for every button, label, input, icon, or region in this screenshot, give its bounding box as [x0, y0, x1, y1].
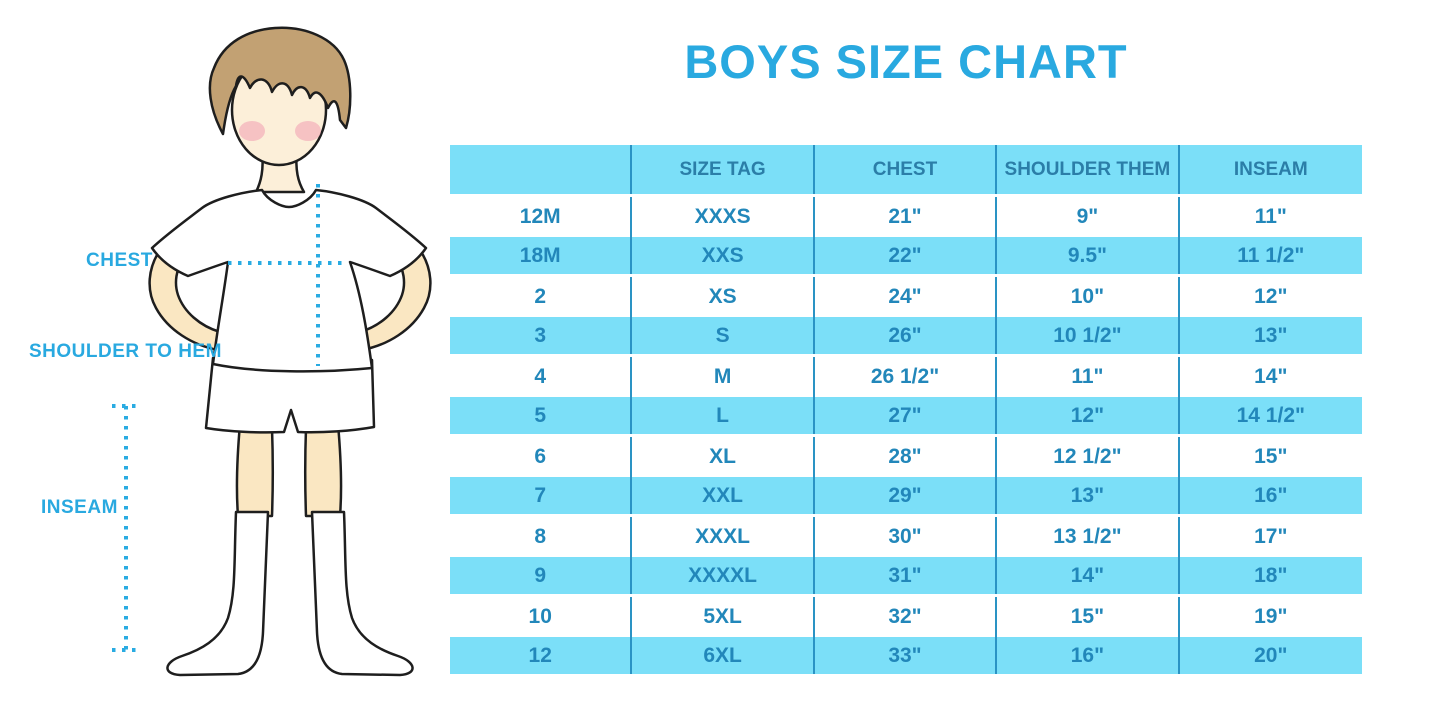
table-cell: 9 — [450, 557, 633, 594]
table-cell: 10" — [997, 277, 1180, 317]
table-cell: 16" — [997, 637, 1180, 674]
t-shirt — [150, 188, 428, 373]
table-row: 12 6XL 33" 16" 20" — [450, 637, 1362, 677]
table-cell: 12 1/2" — [997, 437, 1180, 477]
table-header-cell: SHOULDER THEM — [997, 145, 1180, 194]
table-cell: 20" — [1254, 643, 1288, 667]
inseam-label: INSEAM — [41, 497, 118, 518]
table-header-cell — [450, 145, 633, 194]
table-cell: 31" — [815, 557, 998, 594]
table-cell: 26" — [815, 317, 998, 354]
table-cell: 3 — [450, 317, 633, 354]
page-title: BOYS SIZE CHART — [684, 35, 1128, 88]
table-cell: 13" — [997, 477, 1180, 514]
table-cell: 27" — [815, 397, 998, 434]
table-cell: 12" — [997, 397, 1180, 434]
table-cell: 8 — [450, 517, 633, 557]
table-row: 2 XS 24" 10" 12" — [450, 277, 1362, 317]
table-cell: 33" — [815, 637, 998, 674]
table-cell: 5 — [450, 397, 633, 434]
table-header-cell: INSEAM — [1233, 158, 1308, 180]
table-cell: 28" — [815, 437, 998, 477]
table-cell: M — [632, 357, 815, 397]
table-row: 12M XXXS 21" 9" 11" — [450, 197, 1362, 237]
table-row: 6 XL 28" 12 1/2" 15" — [450, 437, 1362, 477]
table-cell: 30" — [815, 517, 998, 557]
table-cell: 2 — [450, 277, 633, 317]
table-cell: L — [632, 397, 815, 434]
table-row: 9 XXXXL 31" 14" 18" — [450, 557, 1362, 597]
table-cell: XXXL — [632, 517, 815, 557]
table-cell: 10 1/2" — [997, 317, 1180, 354]
table-cell: XXL — [632, 477, 815, 514]
table-cell: 15" — [997, 597, 1180, 637]
table-cell: 4 — [450, 357, 633, 397]
table-cell: 11" — [997, 357, 1180, 397]
right-sock — [310, 510, 414, 677]
table-cell: 14 1/2" — [1236, 403, 1305, 427]
table-cell: 9" — [997, 197, 1180, 237]
table-cell: XXXS — [632, 197, 815, 237]
table-row: 5 L 27" 12" 14 1/2" — [450, 397, 1362, 437]
shoulder-to-hem-label: SHOULDER TO HEM — [29, 341, 222, 362]
left-knee — [235, 422, 274, 518]
right-blush — [295, 121, 321, 141]
hair — [208, 26, 352, 136]
size-table: SIZE TAG CHEST SHOULDER THEM INSEAM 12M XXXS 2… — [450, 145, 1362, 677]
table-cell: 7 — [450, 477, 633, 514]
table-row: 7 XXL 29" 13" 16" — [450, 477, 1362, 517]
table-header-cell: SIZE TAG — [632, 145, 815, 194]
table-cell: 13" — [1254, 323, 1288, 347]
table-cell: 29" — [815, 477, 998, 514]
table-cell: 32" — [815, 597, 998, 637]
boy-illustration — [112, 26, 432, 677]
table-cell: 19" — [1254, 605, 1288, 628]
table-row: 10 5XL 32" 15" 19" — [450, 597, 1362, 637]
table-cell: 26 1/2" — [815, 357, 998, 397]
table-cell: XXXXL — [632, 557, 815, 594]
table-cell: 6XL — [632, 637, 815, 674]
table-cell: 17" — [1254, 525, 1288, 548]
left-blush — [239, 121, 265, 141]
table-header-row: SIZE TAG CHEST SHOULDER THEM INSEAM — [450, 145, 1362, 197]
table-cell: 13 1/2" — [997, 517, 1180, 557]
chest-label: CHEST — [86, 250, 153, 271]
table-cell: 10 — [450, 597, 633, 637]
table-row: 8 XXXL 30" 13 1/2" 17" — [450, 517, 1362, 557]
table-header-cell: CHEST — [815, 145, 998, 194]
table-cell: 18" — [1254, 563, 1288, 587]
table-cell: 14" — [1254, 365, 1288, 388]
table-cell: 12 — [450, 637, 633, 674]
table-row: 4 M 26 1/2" 11" 14" — [450, 357, 1362, 397]
table-cell: 22" — [815, 237, 998, 274]
table-cell: 21" — [815, 197, 998, 237]
table-cell: 5XL — [632, 597, 815, 637]
table-cell: 16" — [1254, 483, 1288, 507]
table-cell: 18M — [450, 237, 633, 274]
table-cell: 12M — [450, 197, 633, 237]
table-cell: 14" — [997, 557, 1180, 594]
table-cell: 12" — [1254, 285, 1288, 308]
table-cell: S — [632, 317, 815, 354]
table-cell: 9.5" — [997, 237, 1180, 274]
table-row: 18M XXS 22" 9.5" 11 1/2" — [450, 237, 1362, 277]
table-cell: XS — [632, 277, 815, 317]
table-cell: 24" — [815, 277, 998, 317]
table-cell: 11 1/2" — [1237, 243, 1305, 267]
left-sock — [166, 510, 270, 677]
table-cell: 15" — [1254, 445, 1288, 468]
table-cell: 6 — [450, 437, 633, 477]
table-row: 3 S 26" 10 1/2" 13" — [450, 317, 1362, 357]
right-knee — [304, 422, 343, 518]
table-cell: XL — [632, 437, 815, 477]
table-cell: XXS — [632, 237, 815, 274]
table-cell: 11" — [1254, 205, 1287, 228]
